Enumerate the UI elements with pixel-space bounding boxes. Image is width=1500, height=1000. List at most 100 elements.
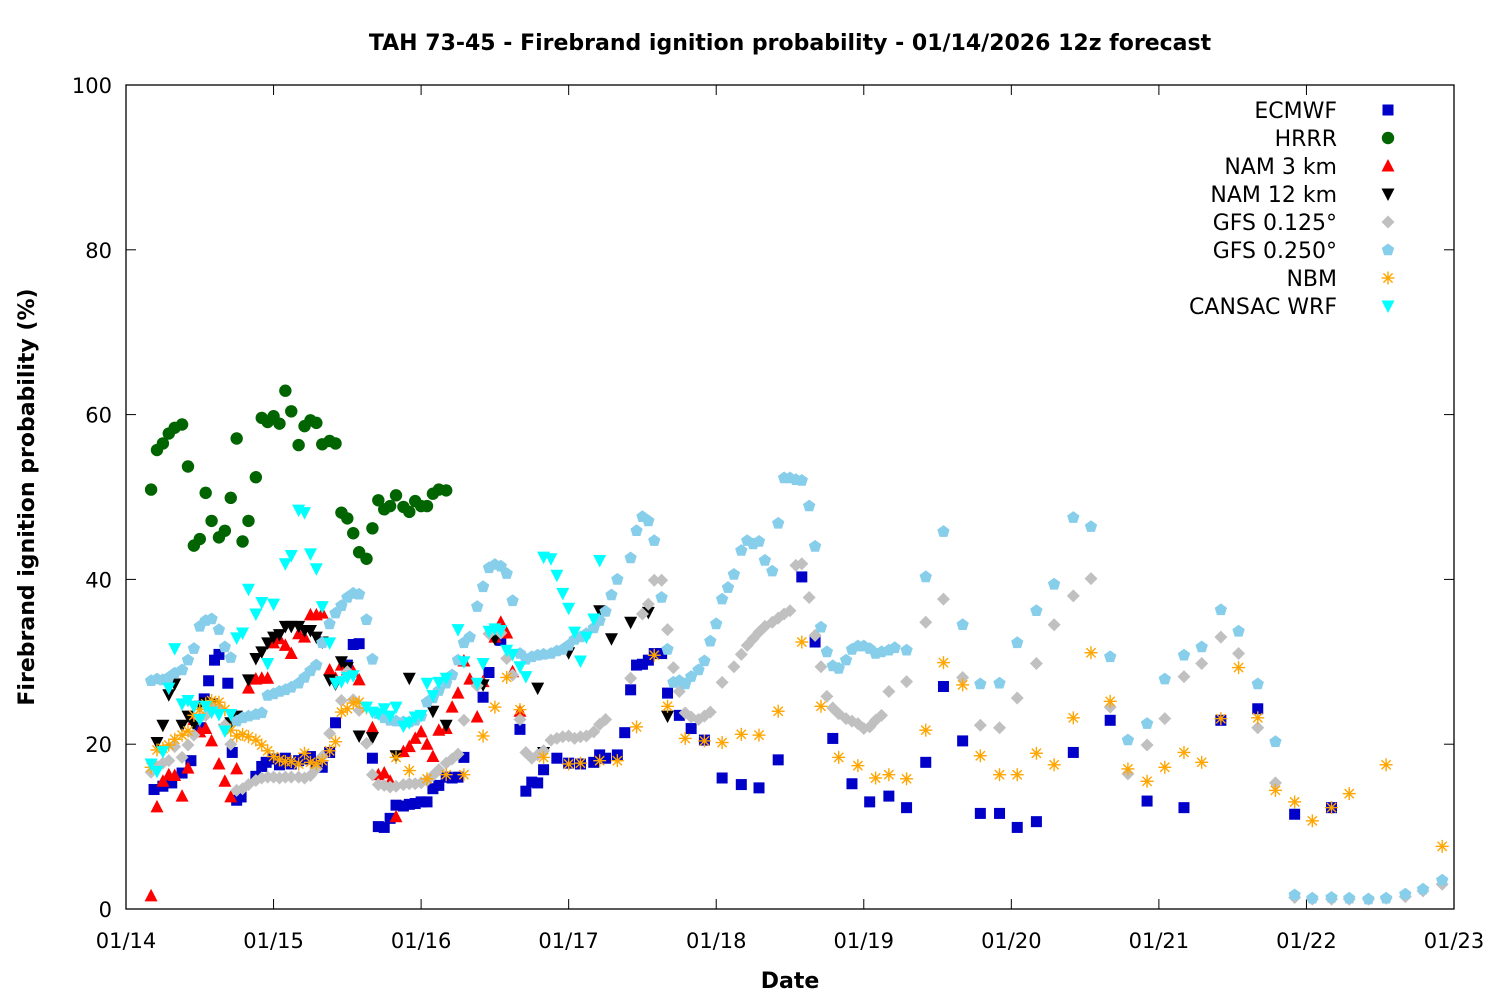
x-tick-label: 01/21 (1129, 929, 1190, 953)
data-point (402, 672, 416, 686)
data-point (241, 583, 255, 597)
data-point (420, 772, 434, 786)
data-point (383, 499, 397, 513)
data-point (734, 647, 748, 661)
plot-frame (125, 84, 1455, 910)
data-point (641, 606, 655, 620)
data-point (365, 720, 379, 734)
data-point (809, 636, 821, 648)
data-point (205, 612, 218, 625)
legend-marker (1381, 131, 1395, 145)
data-point (470, 677, 484, 691)
data-point (500, 567, 513, 579)
data-point (698, 654, 711, 667)
series-hrrr (144, 384, 453, 565)
data-point (1104, 714, 1116, 726)
data-point (1047, 577, 1061, 590)
data-point (249, 653, 263, 666)
data-point (513, 712, 527, 726)
data-point (420, 499, 434, 513)
data-point (1232, 661, 1246, 675)
data-point (936, 656, 950, 670)
data-point (537, 750, 551, 764)
data-point (347, 638, 359, 650)
data-point (919, 723, 933, 737)
data-point (439, 719, 453, 733)
data-point (919, 615, 933, 629)
data-point (1251, 677, 1264, 690)
data-point (1435, 839, 1449, 853)
data-point (451, 686, 465, 699)
data-point (610, 754, 624, 768)
data-point (156, 774, 170, 787)
data-point (1305, 814, 1319, 828)
x-tick-label: 01/22 (1276, 929, 1337, 953)
data-point (402, 717, 416, 730)
data-point (389, 750, 403, 764)
data-point (874, 708, 888, 722)
data-point (261, 657, 275, 671)
x-tick-label: 01/19 (834, 929, 895, 953)
data-point (655, 591, 668, 603)
data-point (209, 654, 221, 666)
legend-item: NAM 3 km (1224, 155, 1395, 180)
data-point (538, 764, 550, 776)
data-point (389, 701, 403, 715)
data-point (599, 712, 613, 726)
data-point (1325, 891, 1338, 903)
data-point (647, 648, 661, 662)
data-point (1177, 648, 1191, 661)
data-point (1288, 795, 1302, 809)
data-point (974, 677, 987, 690)
data-point (514, 723, 526, 735)
data-point (298, 746, 312, 760)
data-point (352, 672, 366, 686)
legend-label: NBM (1286, 267, 1337, 292)
data-point (185, 755, 197, 767)
data-point (144, 758, 158, 771)
data-point (218, 725, 232, 739)
x-axis-label: Date (761, 969, 820, 994)
data-point (1251, 711, 1265, 725)
data-point (678, 731, 692, 745)
data-point (1195, 755, 1209, 769)
data-point (1141, 795, 1153, 807)
data-point (648, 534, 661, 546)
data-point (752, 728, 766, 742)
legend-marker (1381, 215, 1395, 229)
data-point (920, 756, 932, 768)
data-point (1084, 646, 1098, 660)
data-point (278, 638, 292, 651)
data-point (513, 661, 527, 674)
data-point (803, 499, 816, 512)
data-point (710, 617, 723, 630)
data-point (937, 525, 950, 537)
data-point (1067, 746, 1079, 758)
data-point (451, 624, 465, 637)
data-point (224, 709, 238, 722)
data-point (506, 648, 520, 662)
data-point (389, 489, 403, 502)
data-point (224, 651, 237, 663)
data-point (181, 653, 195, 666)
data-point (168, 643, 182, 656)
legend-marker (1381, 159, 1395, 172)
data-point (1030, 604, 1043, 616)
data-point (704, 634, 717, 647)
data-point (599, 605, 612, 617)
data-point (329, 437, 342, 450)
y-tick-label: 20 (85, 733, 112, 757)
data-point (588, 756, 600, 768)
data-point (1140, 717, 1154, 729)
legend-label: HRRR (1275, 127, 1337, 152)
data-point (303, 548, 317, 561)
data-point (403, 505, 416, 519)
x-tick-label: 01/20 (981, 929, 1042, 953)
data-point (230, 432, 243, 445)
data-point (1362, 892, 1375, 905)
data-point (1029, 656, 1043, 670)
data-point (605, 588, 618, 601)
data-point (1066, 589, 1080, 603)
data-point (224, 789, 238, 803)
data-point (267, 750, 281, 764)
